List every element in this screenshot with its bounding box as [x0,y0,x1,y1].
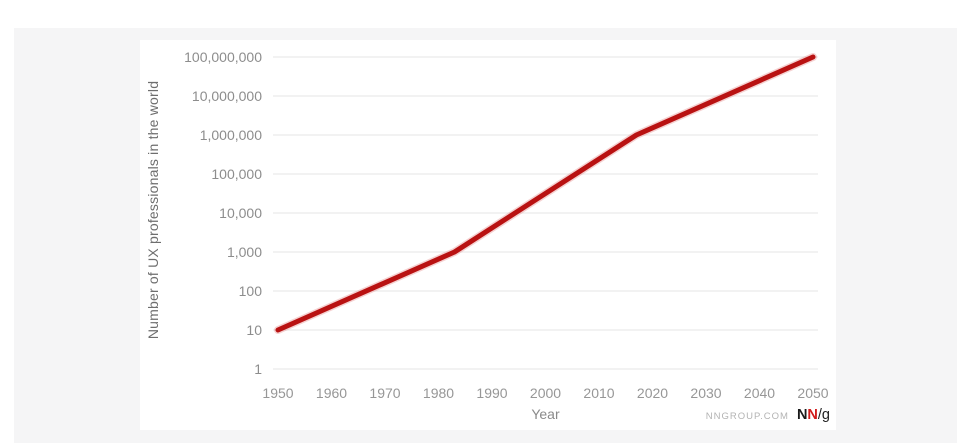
line-chart [273,53,818,370]
logo-n1: N [796,407,808,423]
x-tick-label: 2000 [529,385,562,401]
x-tick-label: 2010 [583,385,615,401]
x-tick-label: 1980 [422,385,455,401]
nngroup-url: NNGROUP.COM [705,411,789,422]
chart-card: Number of UX professionals in the world … [140,40,836,430]
y-tick-label: 10,000 [219,205,262,221]
x-tick-label: 2030 [690,385,722,401]
y-tick-label: 10 [246,322,262,338]
y-tick-label: 100,000,000 [184,49,262,65]
x-tick-label: 2050 [797,385,829,401]
y-tick-label: 100 [238,283,262,299]
logo-n2: N [807,407,818,423]
x-tick-label: 2020 [636,385,669,401]
y-tick-label: 1 [254,361,262,377]
x-tick-label: 1990 [476,385,508,401]
y-tick-label: 10,000,000 [191,88,262,104]
y-tick-label: 100,000 [211,166,262,182]
x-axis-title: Year [531,406,560,422]
x-tick-label: 1970 [369,385,401,401]
y-tick-label: 1,000 [226,244,262,260]
x-tick-label: 2040 [743,385,776,401]
nng-logo: NN/g [797,407,830,423]
x-tick-label: 1960 [315,385,348,401]
chart-panel: Number of UX professionals in the world … [14,28,957,443]
ux-professionals-line [275,54,816,333]
logo-slash-g: /g [817,407,830,423]
y-tick-label: 1,000,000 [199,127,262,143]
x-tick-label: 1950 [262,385,294,401]
gridlines [273,56,818,370]
chart-footer: NNGROUP.COM NN/g [706,407,830,423]
